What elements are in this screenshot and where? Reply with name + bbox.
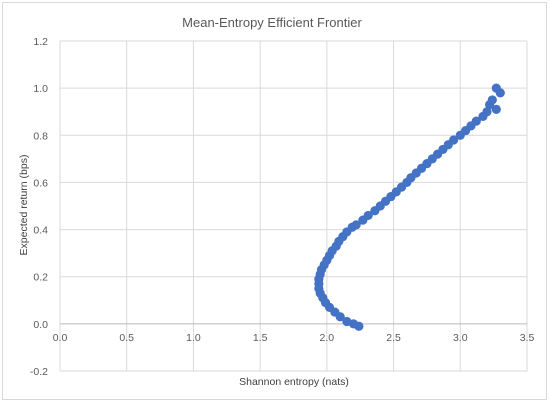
x-tick-label: 3.0 bbox=[453, 332, 468, 344]
axes bbox=[59, 41, 527, 371]
y-tick-label: 0.6 bbox=[33, 177, 48, 189]
data-point bbox=[491, 104, 501, 114]
data-series bbox=[314, 83, 505, 331]
x-tick-label: 3.5 bbox=[520, 332, 535, 344]
chart-frame bbox=[2, 2, 547, 400]
data-point bbox=[471, 116, 481, 126]
y-tick-label: 0.4 bbox=[33, 225, 48, 237]
x-tick-label: 1.0 bbox=[186, 332, 201, 344]
gridlines bbox=[59, 40, 528, 372]
data-point bbox=[449, 135, 459, 145]
y-tick-label: 1.0 bbox=[33, 83, 48, 95]
tick-labels: 0.0 0.5 1.0 1.5 2.0 2.5 3.0 3.5 -0.2 0.0 0.2 0.4 0.6… bbox=[30, 36, 535, 378]
y-tick-label: 1.2 bbox=[33, 36, 48, 48]
x-axis-title: Shannon entropy (nats) bbox=[239, 376, 349, 388]
y-axis-title: Expected return (bps) bbox=[18, 155, 30, 256]
x-tick-label: 0.0 bbox=[53, 332, 68, 344]
y-tick-label: 0.0 bbox=[33, 319, 48, 331]
y-tick-label: 0.8 bbox=[33, 130, 48, 142]
data-point bbox=[363, 210, 373, 221]
data-point bbox=[351, 220, 361, 230]
y-tick-label: -0.2 bbox=[30, 366, 48, 378]
x-tick-label: 2.0 bbox=[320, 332, 335, 344]
data-point bbox=[342, 316, 352, 327]
x-tick-label: 2.5 bbox=[386, 332, 401, 344]
data-point bbox=[495, 88, 505, 98]
x-tick-label: 1.5 bbox=[253, 332, 268, 344]
x-tick-label: 0.5 bbox=[119, 332, 134, 344]
chart-title: Mean-Entropy Efficient Frontier bbox=[182, 15, 362, 30]
y-tick-label: 0.2 bbox=[33, 272, 48, 284]
data-point bbox=[487, 95, 497, 105]
